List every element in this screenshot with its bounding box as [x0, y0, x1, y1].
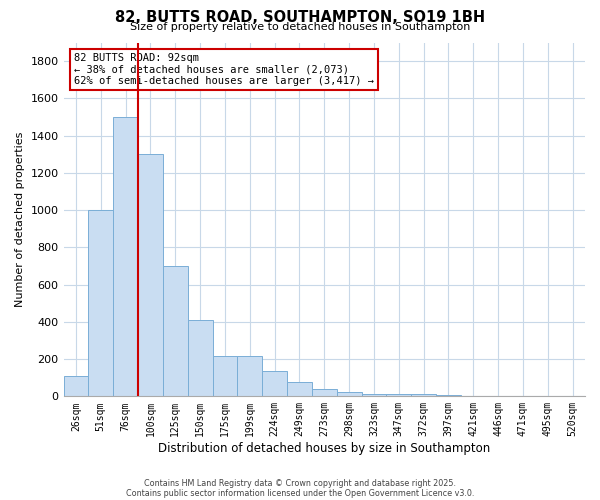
Bar	[337, 392, 362, 396]
Bar	[113, 117, 138, 396]
Text: Size of property relative to detached houses in Southampton: Size of property relative to detached ho…	[130, 22, 470, 32]
Bar	[138, 154, 163, 396]
Bar	[88, 210, 113, 396]
Bar	[287, 382, 312, 396]
Text: 82, BUTTS ROAD, SOUTHAMPTON, SO19 1BH: 82, BUTTS ROAD, SOUTHAMPTON, SO19 1BH	[115, 10, 485, 25]
Bar	[64, 376, 88, 396]
Y-axis label: Number of detached properties: Number of detached properties	[15, 132, 25, 307]
Bar	[238, 356, 262, 397]
Bar	[386, 394, 411, 396]
Bar	[188, 320, 212, 396]
Text: Contains public sector information licensed under the Open Government Licence v3: Contains public sector information licen…	[126, 488, 474, 498]
Bar	[411, 394, 436, 396]
Text: 82 BUTTS ROAD: 92sqm
← 38% of detached houses are smaller (2,073)
62% of semi-de: 82 BUTTS ROAD: 92sqm ← 38% of detached h…	[74, 53, 374, 86]
Bar	[163, 266, 188, 396]
Bar	[312, 389, 337, 396]
Text: Contains HM Land Registry data © Crown copyright and database right 2025.: Contains HM Land Registry data © Crown c…	[144, 478, 456, 488]
Bar	[262, 371, 287, 396]
X-axis label: Distribution of detached houses by size in Southampton: Distribution of detached houses by size …	[158, 442, 490, 455]
Bar	[212, 356, 238, 397]
Bar	[362, 394, 386, 396]
